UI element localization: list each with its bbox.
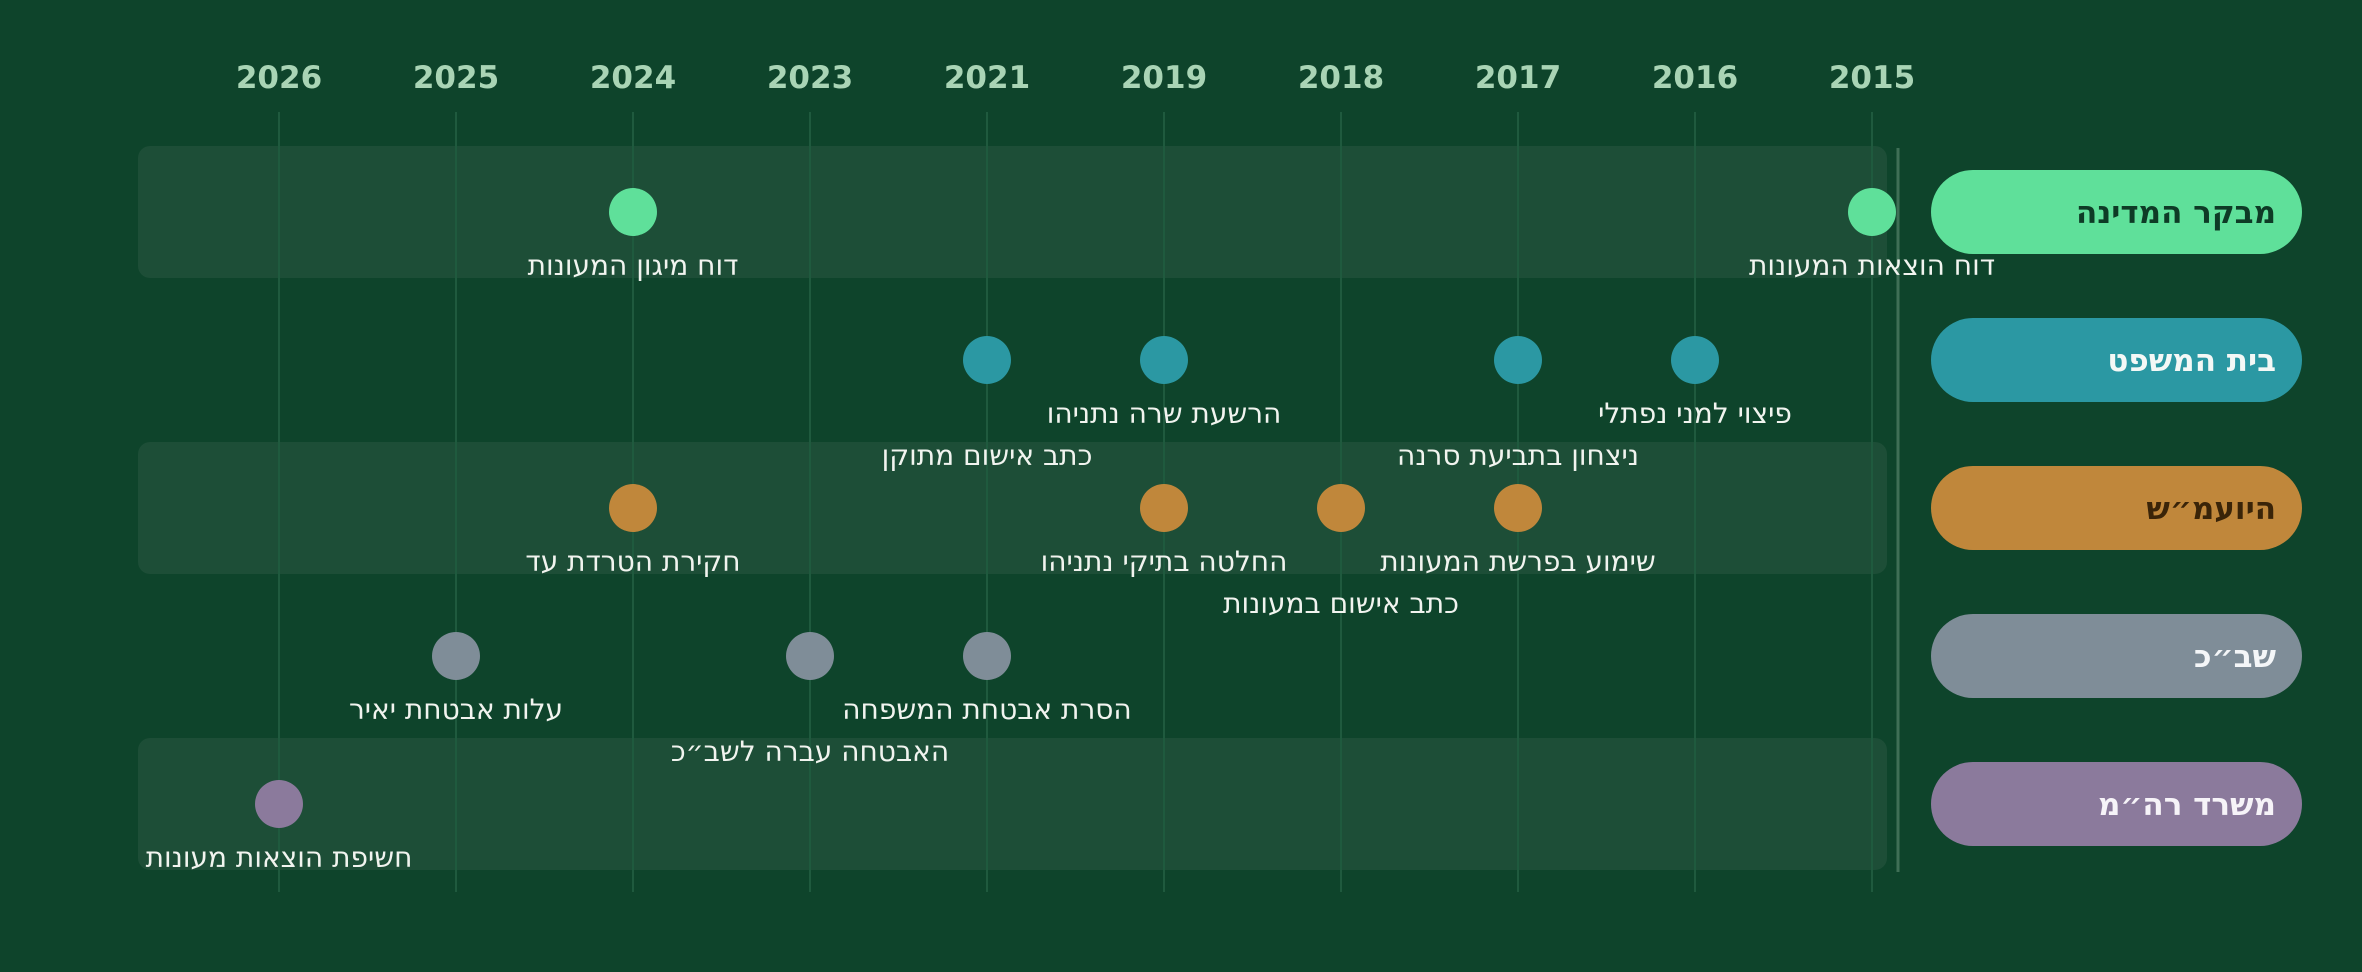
event: שימוע בפרשת המעונות: [1380, 484, 1656, 578]
event-label: חשיפת הוצאות מעונות: [146, 841, 413, 874]
event: הסרת אבטחת המשפחה: [842, 632, 1132, 726]
year-tick-label: 2023: [767, 60, 853, 96]
event-label: חקירת הטרדת עד: [525, 545, 740, 578]
lane-name: בית המשפט: [2107, 343, 2276, 379]
event-point: [786, 632, 834, 680]
event-point: [963, 336, 1011, 384]
event-label: דוח הוצאות המעונות: [1749, 249, 1995, 282]
lane-band: [138, 442, 1887, 574]
event-label: עלות אבטחת יאיר: [349, 693, 563, 726]
event-point: [609, 484, 657, 532]
event-label: ניצחון בתביעת סרנה: [1397, 439, 1639, 472]
event-label: כתב אישום במעונות: [1223, 587, 1459, 620]
grid-lines: [278, 112, 1900, 892]
year-tick-label: 2018: [1298, 60, 1384, 96]
event: דוח מיגון המעונות: [528, 188, 739, 282]
year-tick-label: 2021: [944, 60, 1030, 96]
lane-pill: [1931, 614, 2302, 698]
lane-pill: [1931, 762, 2302, 846]
year-axis: 2015 2016 2017 2018 2019 2021 2023 2024 2025 2026: [236, 60, 1915, 96]
lane-bands: [138, 146, 1887, 870]
event-point: [963, 632, 1011, 680]
event-point: [1317, 484, 1365, 532]
event-point: [609, 188, 657, 236]
event-point: [1671, 336, 1719, 384]
event-point: [432, 632, 480, 680]
lane-band: [138, 738, 1887, 870]
event-point: [1494, 484, 1542, 532]
event: דוח הוצאות המעונות: [1749, 188, 1995, 282]
event-point: [1140, 336, 1188, 384]
lane-label: שב״כ: [1931, 614, 2302, 698]
event: האבטחה עברה לשב״כ: [671, 632, 949, 768]
year-tick-label: 2026: [236, 60, 322, 96]
event-label: שימוע בפרשת המעונות: [1380, 545, 1656, 578]
event: ניצחון בתביעת סרנה: [1397, 336, 1639, 472]
event: חשיפת הוצאות מעונות: [146, 780, 413, 874]
lane-pill: [1931, 466, 2302, 550]
lane-name: משרד רה״מ: [2098, 787, 2276, 823]
event-label: פיצוי למני נפתלי: [1598, 397, 1792, 430]
lane-labels: מבקר המדינה בית המשפט היועמ״ש שב״כ משרד רה״מ: [1931, 170, 2302, 846]
lane-band: [138, 146, 1887, 278]
lane-label: מבקר המדינה: [1931, 170, 2302, 254]
event: עלות אבטחת יאיר: [349, 632, 563, 726]
event: הרשעת שרה נתניהו: [1047, 336, 1282, 430]
event-markers: דוח הוצאות המעונות דוח מיגון המעונות פיצוי…: [146, 188, 1995, 874]
lane-name: מבקר המדינה: [2076, 195, 2276, 231]
event-point: [1140, 484, 1188, 532]
event: כתב אישום מתוקן: [882, 336, 1093, 472]
event-label: החלטה בתיקי נתניהו: [1041, 545, 1288, 578]
event-label: דוח מיגון המעונות: [528, 249, 739, 282]
lane-pill: [1931, 318, 2302, 402]
year-tick-label: 2019: [1121, 60, 1207, 96]
year-tick-label: 2015: [1829, 60, 1915, 96]
year-tick-label: 2016: [1652, 60, 1738, 96]
lane-label: בית המשפט: [1931, 318, 2302, 402]
event: החלטה בתיקי נתניהו: [1041, 484, 1288, 578]
event: פיצוי למני נפתלי: [1598, 336, 1792, 430]
event-point: [1848, 188, 1896, 236]
year-tick-label: 2017: [1475, 60, 1561, 96]
lane-name: שב״כ: [2194, 639, 2276, 675]
event-label: הסרת אבטחת המשפחה: [842, 693, 1131, 726]
event-point: [1494, 336, 1542, 384]
lane-pill: [1931, 170, 2302, 254]
year-tick-label: 2025: [413, 60, 499, 96]
year-tick-label: 2024: [590, 60, 676, 96]
lane-name: היועמ״ש: [2146, 491, 2276, 527]
event-label: האבטחה עברה לשב״כ: [671, 735, 949, 768]
lane-label: משרד רה״מ: [1931, 762, 2302, 846]
event: חקירת הטרדת עד: [525, 484, 741, 578]
event: כתב אישום במעונות: [1223, 484, 1459, 620]
event-label: הרשעת שרה נתניהו: [1047, 397, 1282, 430]
lane-label: היועמ״ש: [1931, 466, 2302, 550]
event-label: כתב אישום מתוקן: [882, 439, 1093, 472]
event-point: [255, 780, 303, 828]
